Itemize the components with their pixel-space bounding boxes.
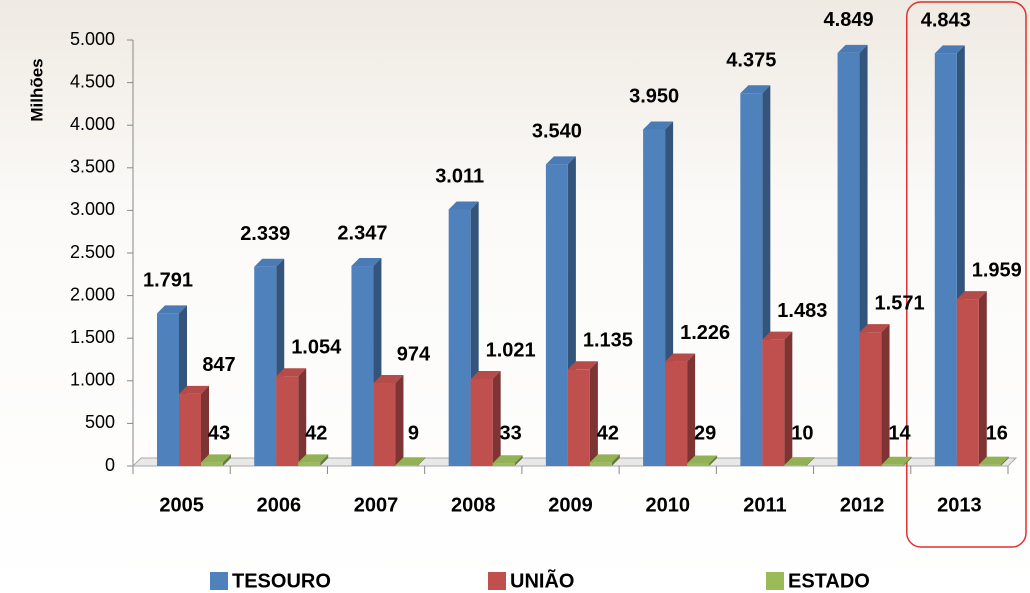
value-label: 1.135 [583,330,633,352]
y-tick-label: 3.000 [70,199,115,219]
value-label: 3.011 [435,166,484,188]
legend-label: UNIÃO [510,569,574,592]
bar-front [665,362,687,466]
y-tick-label: 4.500 [70,71,115,91]
value-label: 847 [202,354,235,376]
value-label: 2.347 [337,222,387,244]
bar-front [784,465,806,466]
bar [568,361,598,466]
bar-front [179,394,201,466]
bar-front [838,53,860,466]
bar-side [687,354,695,466]
bar-side [590,361,598,466]
bar-front [351,266,373,466]
bar-front [687,464,709,466]
value-label: 9 [408,422,419,444]
bar-front [373,383,395,466]
x-tick-label: 2012 [840,494,885,516]
value-label: 3.950 [629,86,679,108]
value-label: 4.375 [726,50,776,72]
y-tick-label: 3.500 [70,157,115,177]
bar-front [201,462,223,466]
bar [276,368,306,466]
value-label: 1.483 [777,300,827,322]
value-label: 2.339 [240,223,290,245]
y-tick-label: 2.000 [70,284,115,304]
bar-front [395,465,417,466]
value-label: 1.791 [143,270,193,292]
bar [373,375,403,466]
bar-front [957,299,979,466]
bar-front [590,462,612,466]
value-label: 4.843 [921,10,971,32]
bar-front [254,267,276,466]
x-tick-label: 2011 [743,494,786,516]
y-tick-label: 2.500 [70,242,115,262]
value-label: 1.021 [486,339,536,361]
bar-side [784,332,792,466]
y-axis-label: Milhões [27,58,46,121]
x-tick-label: 2007 [354,494,399,516]
value-label: 1.226 [680,322,730,344]
bar-front [449,209,471,466]
bar-front [860,332,882,466]
x-tick-label: 2005 [159,494,204,516]
bar-front [643,129,665,466]
legend-swatch [488,572,506,590]
bar-front [882,465,904,466]
bar-front [298,462,320,466]
legend-label: TESOURO [232,570,331,592]
x-tick-label: 2013 [937,494,982,516]
y-tick-label: 5.000 [70,29,115,49]
bar [471,371,501,466]
x-tick-label: 2008 [451,494,496,516]
value-label: 29 [694,422,716,444]
value-label: 14 [888,422,911,444]
bar-front [568,369,590,466]
value-label: 1.571 [875,292,925,314]
value-label: 1.959 [972,259,1022,281]
value-label: 42 [305,422,327,444]
bar-front [471,379,493,466]
value-label: 16 [986,422,1008,444]
bar-side [298,368,306,466]
bar-front [157,313,179,466]
y-tick-label: 4.000 [70,114,115,134]
bar [957,291,987,466]
bar-front [979,465,1001,466]
legend-swatch [210,572,228,590]
x-tick-label: 2009 [548,494,593,516]
y-tick-label: 0 [105,455,115,475]
value-label: 1.054 [291,336,342,358]
y-tick-label: 1.500 [70,327,115,347]
legend-label: ESTADO [788,570,870,592]
x-tick-label: 2010 [645,494,690,516]
bar [860,324,890,466]
value-label: 33 [500,422,522,444]
bar-front [276,376,298,466]
y-tick-label: 1.000 [70,370,115,390]
value-label: 43 [208,422,230,444]
chart: Milhões 0 500 1.000 1.500 2.000 2.500 3.000 3.5… [0,0,1030,593]
bar-side [882,324,890,466]
bar [762,332,792,466]
bar [179,386,209,466]
bar-front [493,463,515,466]
bar [665,354,695,466]
y-tick-label: 500 [85,412,115,432]
bar-front [546,164,568,466]
value-label: 974 [397,343,431,365]
legend-swatch [766,572,784,590]
value-label: 3.540 [532,121,582,143]
bar-front [740,93,762,466]
value-label: 4.849 [824,9,874,31]
bar-front [762,340,784,466]
value-label: 42 [597,422,619,444]
bar-side [493,371,501,466]
x-tick-label: 2006 [257,494,302,516]
value-label: 10 [791,422,813,444]
bar-front [935,53,957,466]
bar-side [395,375,403,466]
